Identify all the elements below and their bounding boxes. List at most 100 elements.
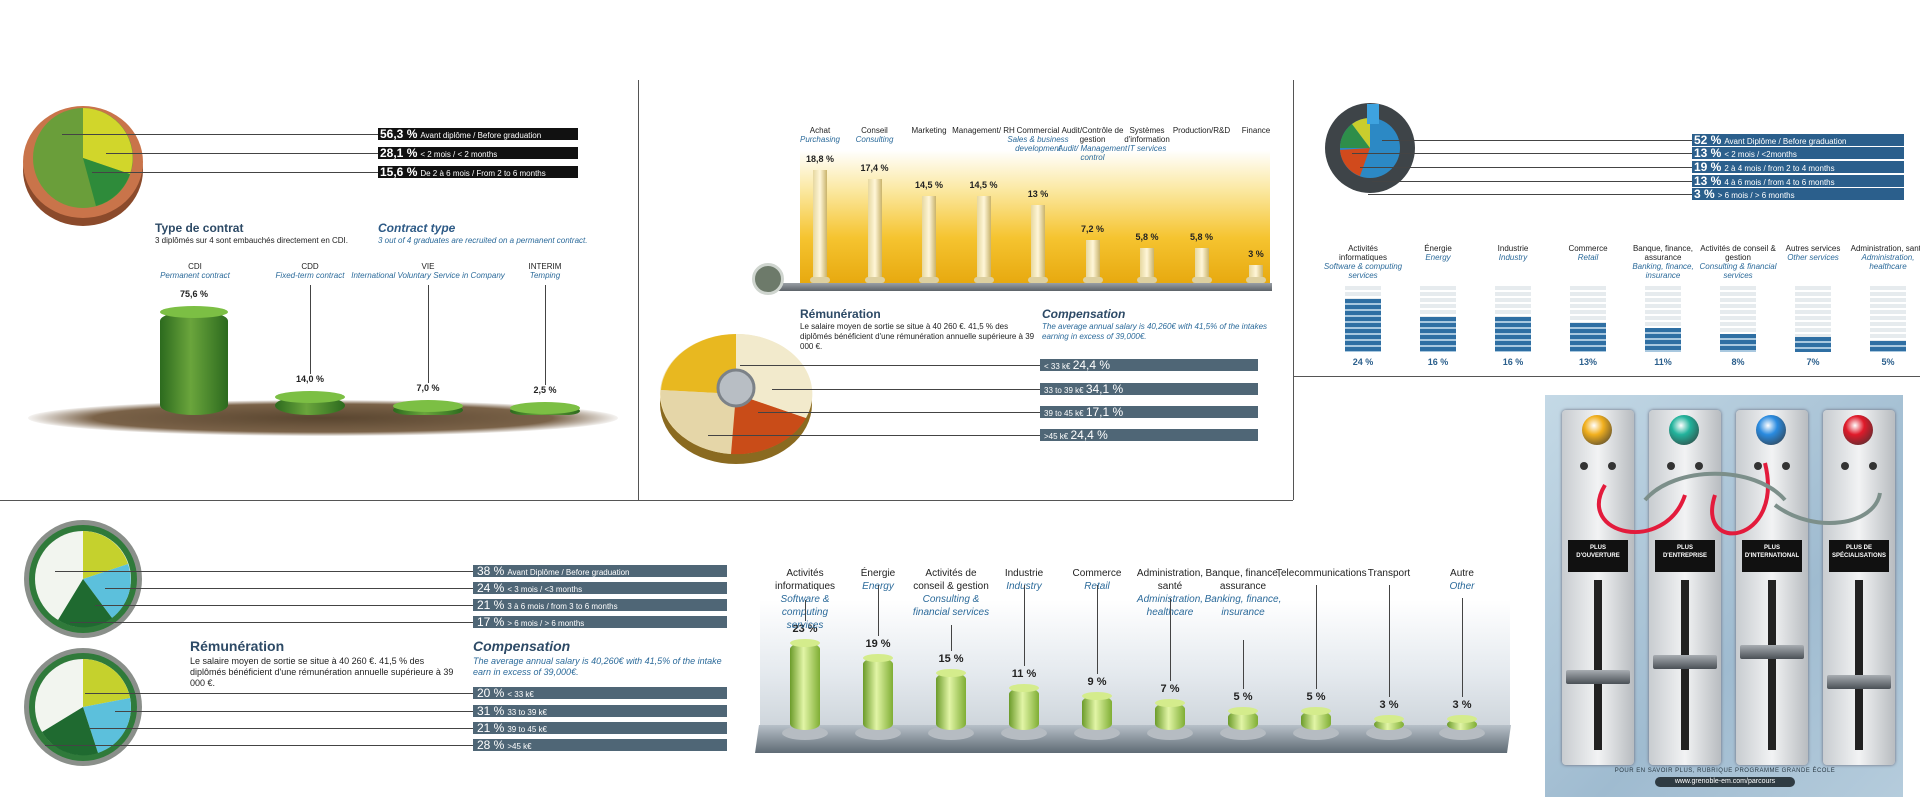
sector-value-label: 15 % [938,653,964,665]
pie-slice-under-2-months [83,108,133,174]
function-value-label: 3 % [1248,249,1264,259]
sector-bar-top [1447,714,1477,723]
indicator-light [1582,415,1612,445]
function-category-label: Marketing [894,126,964,135]
pie-label-1: 52 % Avant Diplôme / Before graduation [1692,134,1904,146]
mixer-slider-knob[interactable] [1827,675,1891,689]
compensation-title-en: Compensation [473,638,571,654]
panel-divider-horizontal-1 [0,500,1293,501]
patch-jack [1841,462,1849,470]
sector-bar-pad [782,726,828,740]
sector-bar [936,673,966,730]
function-bar-foot [973,277,994,283]
mixer-footer-url[interactable]: www.grenoble-em.com/parcours [1674,778,1776,785]
pie-label-4: 13 % 4 à 6 mois / from 4 to 6 months [1692,175,1904,187]
contract-subtitle-fr: 3 diplômés sur 4 sont embauchés directem… [155,236,348,245]
leader-line [1372,181,1692,182]
mixer-slider-knob[interactable] [1566,670,1630,684]
pie-slice-over-45k [736,333,813,418]
pie-chart-timing-3 [24,520,142,638]
sector-bar [1082,695,1112,730]
function-category-label: Achat Purchasing [785,126,855,144]
salary-label-4: 28 % >45 k€ [473,739,727,751]
contract-value-label: 7,0 % [416,383,440,394]
sector-leader-line [1170,598,1171,682]
leader-line [92,172,378,173]
function-name: Systèmes d'information [1124,126,1170,144]
contract-value-label: 75,6 % [179,289,209,300]
function-name-en: Purchasing [799,135,841,144]
leader-line [85,693,473,694]
function-name-en: Consulting [855,135,894,144]
sector-category-label: Banque, finance, assurance Banking, finan… [1203,567,1283,619]
sector-value-label: 5 % [1233,691,1253,703]
function-bar [1194,248,1209,283]
contract-leader-line [310,285,311,374]
function-value-label: 14,5 % [969,180,998,190]
sector-value-label: 3 % [1452,698,1472,711]
mixer-channel-label: PLUS DE SPÉCIALISATIONS [1829,540,1889,572]
pie-label-2: 13 % < 2 mois / <2months [1692,147,1904,159]
function-value-label: 7,2 % [1080,223,1104,234]
function-bar-foot [1191,277,1212,283]
sector-bar-top [790,638,820,647]
sector-leader-line [1389,585,1390,697]
function-bar [813,170,827,283]
pie-chart-salary-1 [660,333,813,464]
sector-bar-pad [1366,726,1412,740]
pie-slice-2-to-4-months [1340,148,1370,176]
pie-chart-salary-2 [24,648,142,766]
salary-label-2: 33 to 39 k€ 34,1 % [1040,383,1258,395]
leader-line [62,134,378,135]
sector-name-en: Retail [1577,253,1599,262]
pie-slice-39-45k [731,394,806,455]
function-category-label: Finance [1221,126,1291,135]
salary-label-3: 21 % 39 to 45 k€ [473,722,727,734]
sector-bar [1374,718,1404,730]
salary-label-3: 39 to 45 k€ 17,1 % [1040,406,1258,418]
pie-slice-under-33k [83,659,130,707]
sector-name-en: Banking, finance, insurance [1204,594,1282,618]
mixer-slider-knob[interactable] [1653,655,1717,669]
leader-line [1360,167,1692,168]
function-name-en: Audit/ Management control [1057,144,1128,162]
leader-line [1368,194,1692,195]
mixer-slider-knob[interactable] [1740,645,1804,659]
sector-bar-top [1009,684,1039,693]
function-value-label: 17,4 % [860,162,889,173]
sector-bar-top [1374,714,1404,723]
pie-slice-over-6-months [58,579,112,628]
sector-bar [1720,334,1756,352]
pie-label-5: 3 % > 6 mois / > 6 months [1692,188,1904,200]
leader-line [1382,140,1692,141]
leader-line [45,745,473,746]
sector-bar [1495,316,1531,352]
function-bar [976,196,991,283]
sector-category-label: Activités de conseil & gestion Consulting… [911,567,991,619]
contract-bar-top [275,390,345,403]
function-category-label: Commercial Sales & business development [1003,126,1073,153]
contract-bar-top [393,400,463,413]
sector-bar [1795,336,1831,352]
pie-slice-3-to-6-months [83,564,131,618]
sector-value-label: 23 % [792,622,818,635]
function-category-label: Production/R&D [1167,126,1237,135]
slider-track [1768,580,1776,750]
function-bar-foot [864,277,885,283]
sector-bar-pad [1220,726,1266,740]
sector-name: Activités informatiques [1338,244,1388,262]
function-category-label: Conseil Consulting [840,126,910,144]
pie-label-4: 17 % > 6 mois / > 6 months [473,616,727,628]
sector-name: Autre [1450,568,1474,579]
sector-name: Transport [1367,568,1411,579]
sector-category-label: Banque, finance, assurance Banking, finan… [1623,244,1703,280]
function-bar [1085,239,1100,283]
sector-bar [1345,299,1381,352]
mixer-footer-line-2 [1655,777,1795,787]
remuneration-text-fr: Le salaire moyen de sortie se situe à 40… [800,322,1035,351]
pie-slice-39-45k [42,707,98,756]
leader-line [106,153,378,154]
